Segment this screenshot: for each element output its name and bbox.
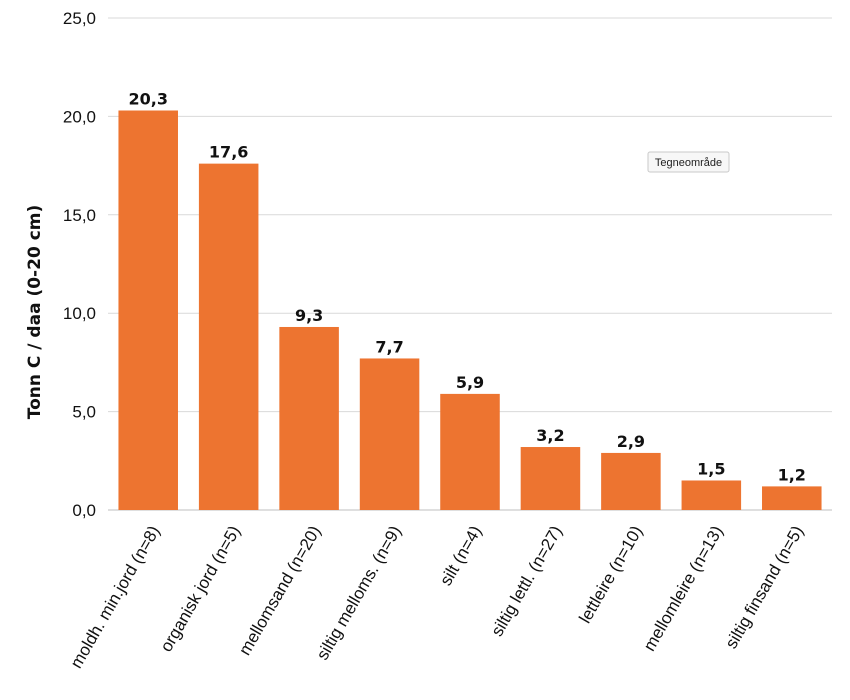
y-tick-label: 15,0 bbox=[63, 206, 96, 225]
bar-4 bbox=[359, 358, 420, 510]
tooltip-box bbox=[647, 151, 730, 173]
bars bbox=[118, 110, 822, 510]
data-label: 2,9 bbox=[617, 432, 645, 451]
x-category-label: lettleire (n=10) bbox=[575, 523, 646, 627]
x-category-label: siltig lettl. (n=27) bbox=[487, 523, 566, 640]
x-category-label: silt (n=4) bbox=[436, 523, 485, 589]
x-category-label: mellomsand (n=20) bbox=[235, 523, 324, 659]
x-category-label: organisk jord (n=5) bbox=[157, 523, 245, 656]
data-label: 9,3 bbox=[295, 306, 323, 325]
data-label: 17,6 bbox=[209, 143, 248, 162]
y-tick-label: 0,0 bbox=[72, 501, 96, 520]
bar-8 bbox=[681, 480, 742, 510]
bar-5 bbox=[440, 393, 500, 510]
bar-9 bbox=[762, 486, 822, 510]
plot-area-tooltip: Tegneområde bbox=[647, 151, 730, 173]
y-tick-label: 10,0 bbox=[63, 304, 96, 323]
data-label: 3,2 bbox=[536, 426, 564, 445]
y-axis-title: Tonn C / daa (0-20 cm) bbox=[25, 205, 45, 419]
data-label: 20,3 bbox=[128, 89, 167, 108]
bar-3 bbox=[279, 326, 339, 510]
data-labels: 20,3 17,6 9,3 7,7 5,9 3,2 2,9 1,5 1,2 bbox=[128, 89, 805, 484]
bar-7 bbox=[601, 452, 661, 510]
data-label: 7,7 bbox=[375, 337, 403, 356]
x-category-label: siltig melloms. (n=9) bbox=[313, 523, 405, 664]
y-tick-label: 5,0 bbox=[72, 403, 96, 422]
data-label: 5,9 bbox=[456, 373, 484, 392]
bar-1 bbox=[118, 110, 178, 510]
x-category-label: mellomleire (n=13) bbox=[640, 523, 727, 655]
data-label: 1,2 bbox=[778, 465, 806, 484]
tooltip-text: Tegneområde bbox=[655, 157, 722, 169]
y-axis-ticks: 0,0 5,0 10,0 15,0 20,0 25,0 bbox=[63, 9, 96, 520]
x-category-label: siltig finsand (n=5) bbox=[722, 523, 808, 652]
bar-2 bbox=[198, 163, 259, 510]
y-tick-label: 25,0 bbox=[63, 9, 96, 28]
bar-6 bbox=[520, 447, 581, 510]
x-category-label: moldh. min.jord (n=8) bbox=[67, 523, 164, 672]
x-axis-categories: moldh. min.jord (n=8)organisk jord (n=5)… bbox=[67, 523, 808, 672]
y-tick-label: 20,0 bbox=[63, 107, 96, 126]
data-label: 1,5 bbox=[697, 459, 725, 478]
